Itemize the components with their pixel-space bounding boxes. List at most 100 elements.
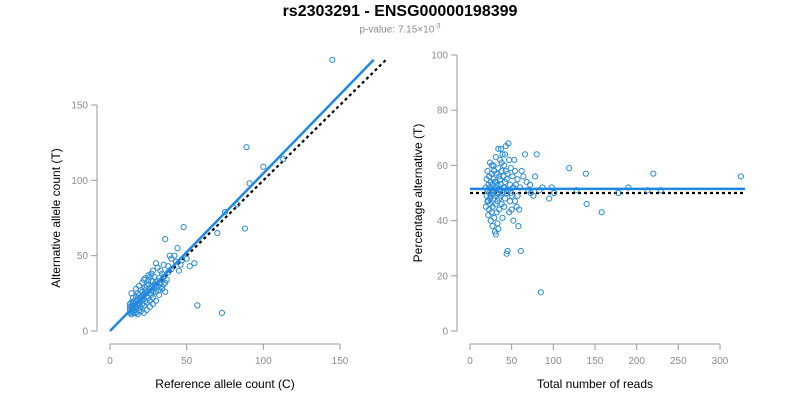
left-data-point (139, 279, 146, 286)
right-data-point (497, 145, 504, 152)
left-data-point (243, 144, 250, 151)
right-data-point (495, 145, 502, 152)
right-data-point (496, 173, 503, 180)
right-data-point (505, 140, 512, 147)
right-x-tick-label: 150 (587, 356, 604, 367)
right-data-point (491, 178, 499, 186)
left-data-point (214, 229, 221, 237)
left-x-axis-title: Reference allele count (C) (155, 377, 294, 391)
right-data-point (494, 220, 501, 227)
right-x-tick-label: 250 (670, 356, 687, 367)
left-data-point (157, 267, 164, 274)
right-y-tick-label: 0 (442, 327, 448, 338)
right-data-point (511, 167, 519, 175)
left-data-point (162, 235, 169, 243)
right-data-point (484, 198, 491, 205)
left-data-point (177, 261, 184, 268)
right-data-point (498, 159, 505, 166)
left-data-point (162, 288, 169, 295)
left-data-point (137, 303, 144, 310)
right-x-tick-label: 300 (712, 356, 729, 367)
right-data-point (509, 173, 516, 180)
left-data-point (166, 252, 173, 259)
right-data-point (492, 231, 499, 238)
left-data-point (160, 261, 167, 268)
right-data-point (503, 189, 510, 197)
right-y-tick-label: 100 (431, 51, 448, 62)
left-data-point (162, 279, 169, 286)
left-data-point (152, 297, 160, 304)
p-value-subtitle: p-value: 7.15×10-3 (0, 23, 800, 35)
right-data-point (515, 223, 522, 230)
left-x-tick-label: 50 (181, 356, 193, 367)
left-data-point (136, 282, 143, 289)
right-data-point (546, 195, 553, 202)
right-y-tick-label: 60 (437, 161, 449, 172)
right-y-tick-label: 20 (437, 271, 449, 282)
right-data-point (506, 181, 514, 188)
left-x-tick-label: 150 (332, 356, 349, 367)
left-data-point (174, 245, 181, 252)
right-data-point (489, 189, 496, 197)
left-data-point (329, 56, 336, 63)
left-y-tick-label: 50 (77, 251, 89, 262)
left-data-point (140, 309, 147, 317)
right-x-tick-label: 50 (506, 356, 518, 367)
right-data-point (511, 198, 519, 205)
right-data-point (489, 223, 496, 230)
left-data-point (186, 263, 193, 270)
right-data-point (737, 173, 744, 180)
right-data-point (484, 167, 491, 175)
left-data-point (260, 163, 267, 170)
right-data-point (491, 214, 498, 221)
left-data-point (163, 276, 170, 283)
right-data-point (487, 217, 494, 224)
right-y-axis-title: Percentage alternative (T) (411, 124, 425, 263)
left-data-point (142, 275, 149, 282)
right-data-point (531, 173, 539, 180)
right-data-point (488, 162, 495, 169)
left-data-point (132, 293, 140, 300)
right-data-point (508, 192, 515, 199)
right-data-point (507, 189, 514, 197)
right-data-point (615, 189, 622, 197)
right-data-point (582, 170, 589, 177)
right-data-point (495, 225, 502, 232)
left-data-point (149, 267, 157, 274)
right-data-point (511, 156, 518, 163)
left-data-point (194, 302, 201, 309)
left-y-tick-label: 150 (71, 101, 88, 112)
right-data-point (566, 165, 573, 172)
right-data-point (501, 195, 509, 202)
right-x-tick-label: 100 (545, 356, 562, 367)
left-data-point (183, 255, 190, 262)
right-data-point (496, 176, 504, 183)
right-data-point (551, 189, 558, 197)
right-data-point (521, 151, 529, 158)
right-data-point (503, 250, 510, 257)
left-y-axis-title: Alternative allele count (T) (49, 148, 63, 287)
right-data-point (508, 206, 515, 213)
right-data-point (514, 176, 521, 183)
allele-count-scatter-plot: 0 50 100 150 0 50 100 150 Reference allele count… (49, 56, 387, 391)
left-data-point (132, 285, 140, 292)
right-data-point (507, 165, 514, 172)
right-data-point (499, 214, 506, 221)
left-data-point (145, 276, 152, 283)
right-data-point (506, 198, 514, 205)
left-data-point (146, 297, 153, 304)
left-data-point (159, 285, 166, 292)
right-data-point (498, 200, 505, 208)
right-x-tick-label: 200 (628, 356, 645, 367)
right-data-point (650, 170, 657, 177)
left-data-point (280, 156, 287, 163)
right-data-point (483, 176, 490, 183)
left-data-point (152, 288, 160, 295)
right-data-point (537, 289, 544, 296)
right-data-point (504, 170, 511, 177)
right-data-point (492, 154, 499, 161)
left-x-tick-label: 100 (255, 356, 272, 367)
right-data-point (518, 167, 525, 175)
right-data-point (501, 151, 509, 158)
right-y-tick-label: 80 (437, 106, 449, 117)
